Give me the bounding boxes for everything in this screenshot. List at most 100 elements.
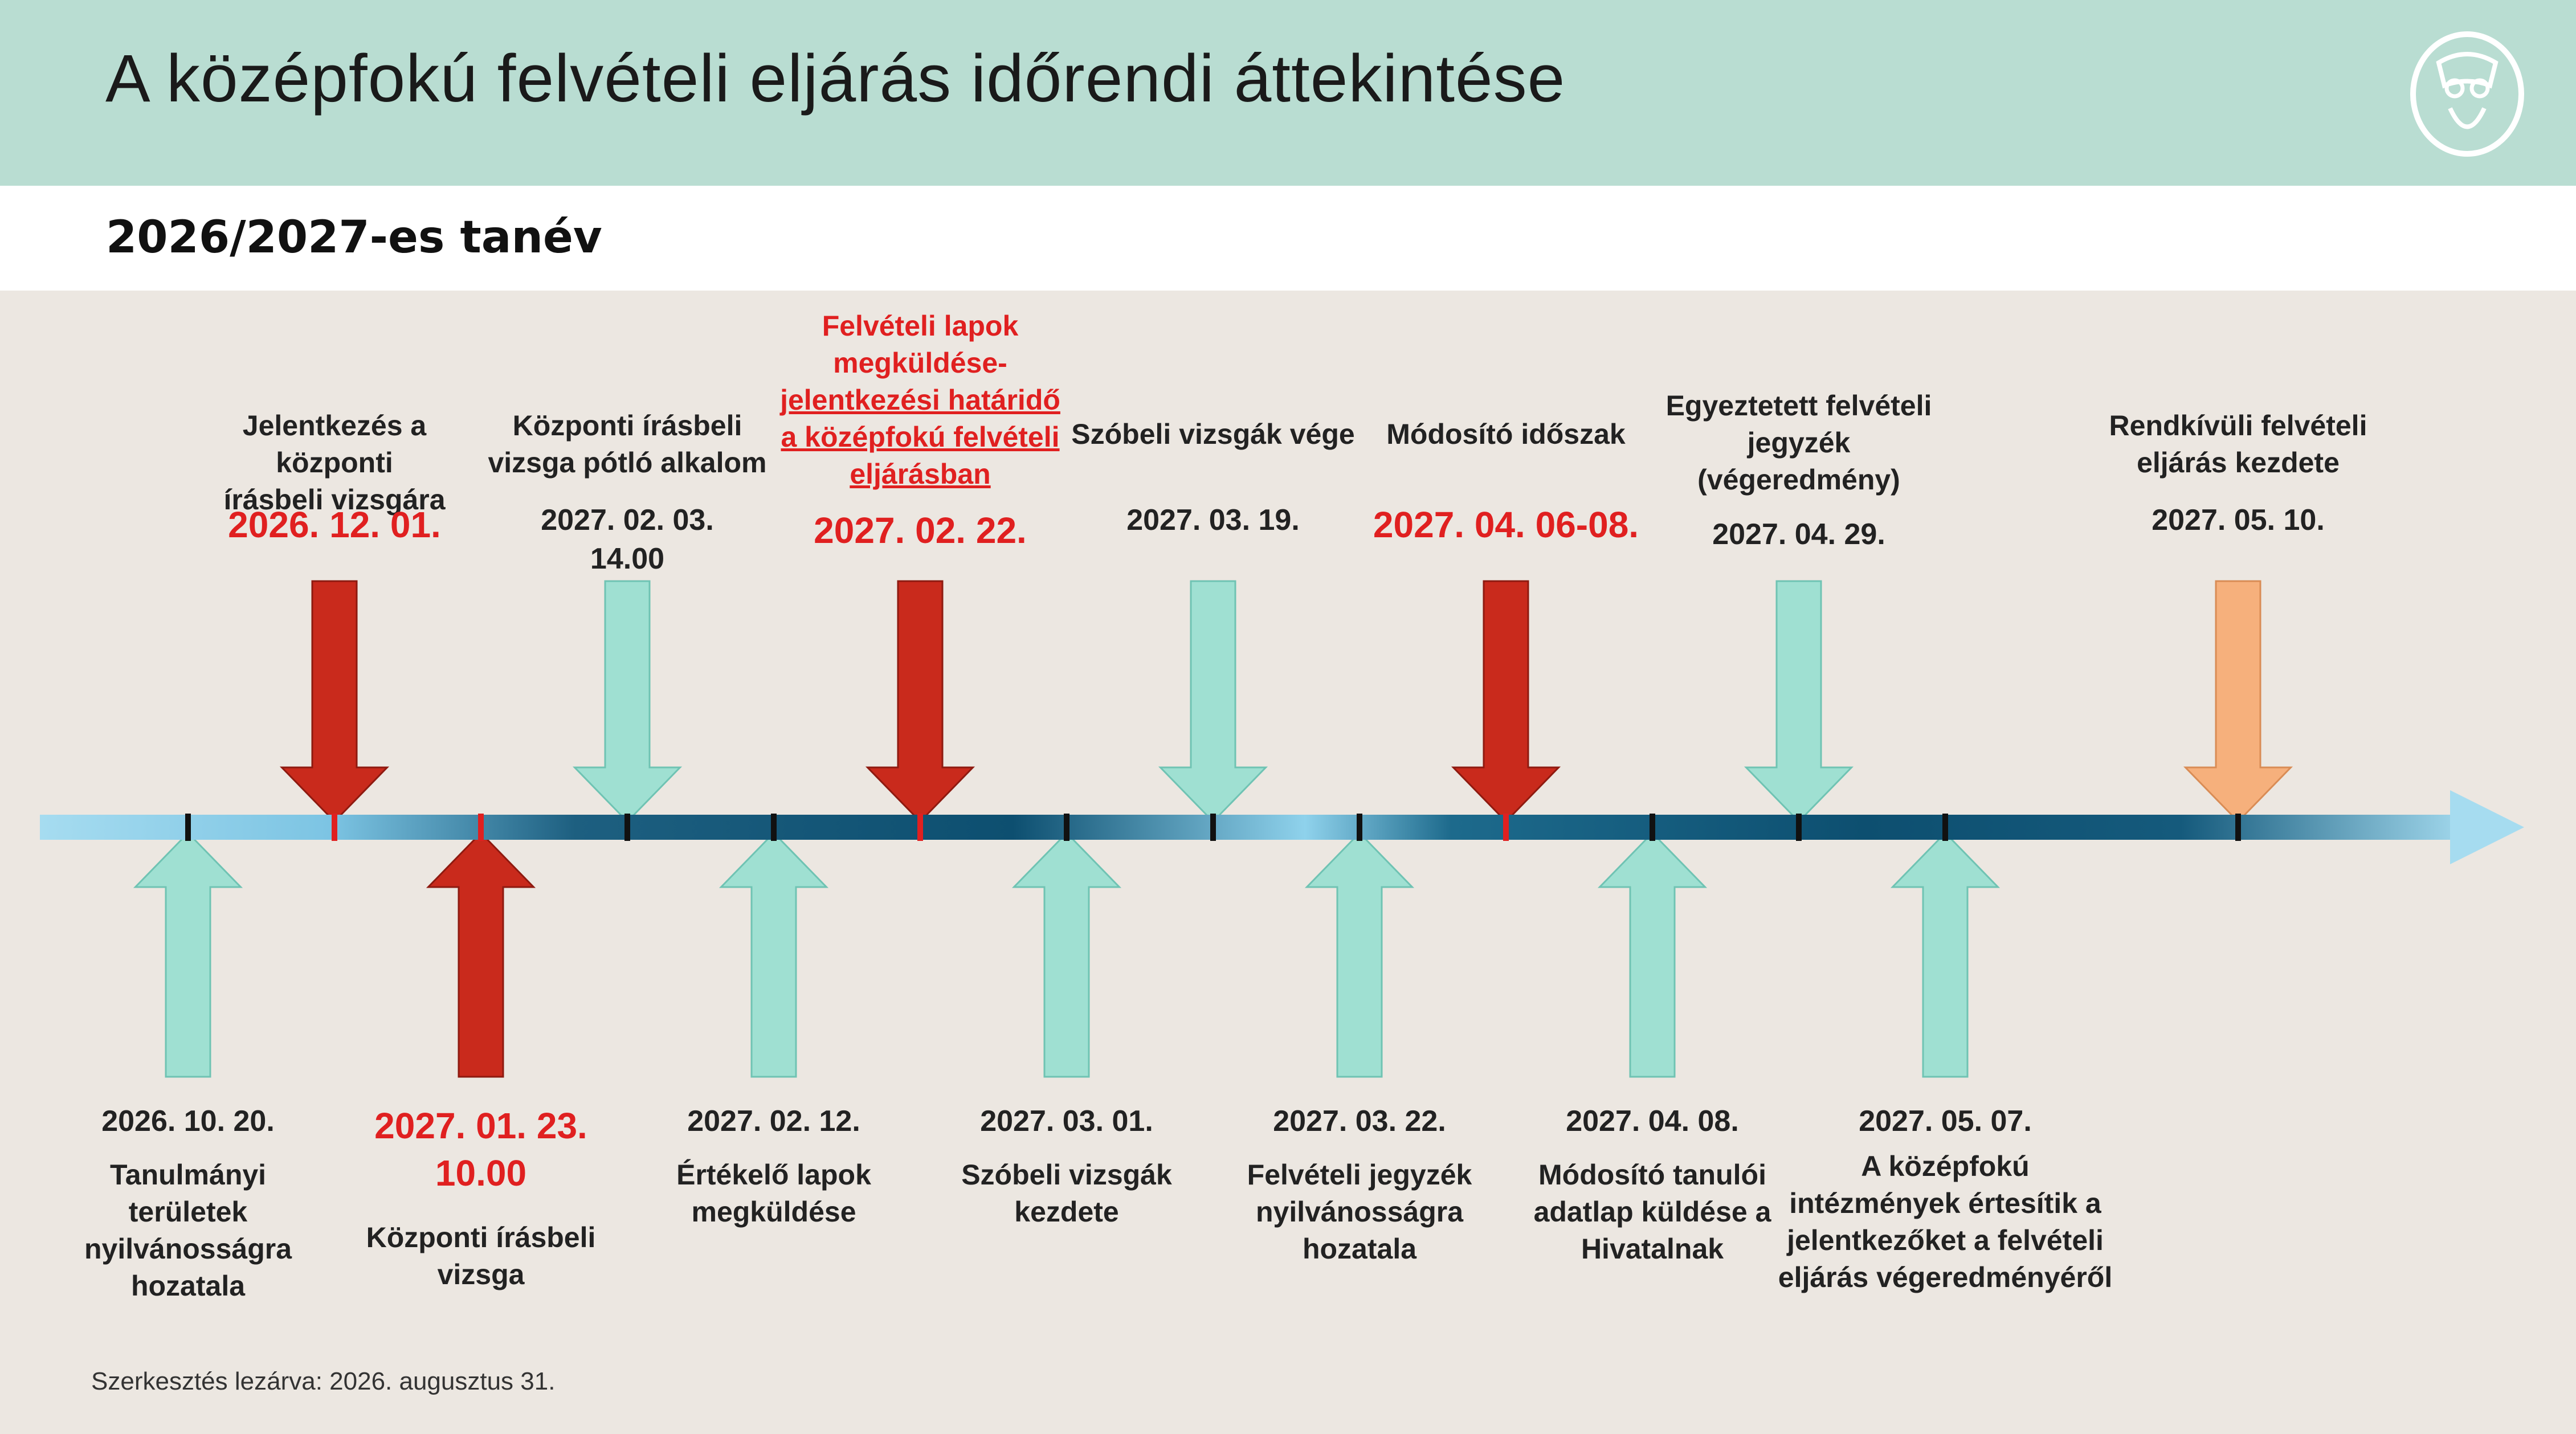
timeline-tick bbox=[1796, 814, 1802, 841]
event-desc-line: Jelentkezés a központi bbox=[242, 410, 427, 479]
event-desc-line: Hivatalnak bbox=[1581, 1233, 1724, 1265]
top-arrow-5 bbox=[1451, 580, 1561, 823]
top-arrow-1 bbox=[279, 580, 390, 823]
event-date-line: 14.00 bbox=[590, 542, 665, 575]
timeline-axis bbox=[40, 815, 2473, 840]
subtitle-band bbox=[0, 186, 2576, 291]
event-date-line: 2027. 01. 23. bbox=[374, 1105, 587, 1146]
arrows-layer bbox=[133, 580, 2293, 1078]
event-desc-line: megküldése- bbox=[833, 347, 1007, 379]
top-arrow-4 bbox=[1158, 580, 1268, 823]
event-desc-line: Szóbeli vizsgák vége bbox=[1071, 418, 1355, 450]
axis-layer bbox=[40, 790, 2524, 864]
page-title: A középfokú felvételi eljárás időrendi á… bbox=[105, 41, 1566, 116]
event-desc-line: Módosító időszak bbox=[1386, 418, 1626, 450]
event-date-line: 2027. 04. 08. bbox=[1566, 1105, 1739, 1138]
event-desc-line: A középfokú bbox=[1861, 1150, 2030, 1182]
top-arrow-6 bbox=[1744, 580, 1854, 823]
event-desc-line: írásbeli vizsgára bbox=[223, 484, 446, 516]
event-date-line: 2027. 05. 07. bbox=[1859, 1105, 2032, 1138]
timeline-tick bbox=[917, 814, 923, 841]
event-date-line: 2027. 02. 22. bbox=[814, 510, 1027, 551]
bottom-event-6: Módosító tanulói adatlap küldése a Hivatal… bbox=[1493, 1157, 1812, 1268]
top-event-date-2: 2027. 02. 03. 14.00 bbox=[473, 501, 781, 578]
event-date-line: 2027. 02. 12. bbox=[687, 1105, 860, 1138]
event-desc-line: eljárásban bbox=[850, 458, 991, 490]
event-date-line: 2027. 04. 06-08. bbox=[1373, 504, 1639, 545]
content-area bbox=[0, 291, 2576, 1434]
timeline-tick bbox=[1503, 814, 1509, 841]
timeline-tick bbox=[1357, 814, 1362, 841]
bottom-event-date-3: 2027. 02. 12. bbox=[614, 1102, 933, 1141]
bottom-arrow-2 bbox=[426, 831, 536, 1078]
bottom-arrow-1 bbox=[133, 831, 243, 1078]
timeline-tick bbox=[1942, 814, 1948, 841]
event-desc-line: a középfokú felvételi bbox=[781, 421, 1060, 453]
event-date-line: 10.00 bbox=[435, 1153, 527, 1194]
top-event-date-7: 2027. 05. 10. bbox=[2084, 501, 2392, 540]
school-year-subtitle: 2026/2027-es tanév bbox=[106, 212, 602, 263]
top-arrow-7 bbox=[2183, 580, 2293, 823]
top-event-5: Módosító időszak bbox=[1352, 416, 1660, 453]
bottom-arrow-6 bbox=[1597, 831, 1708, 1078]
event-desc-line: intézmények értesítik a bbox=[1789, 1187, 2101, 1219]
bottom-arrow-3 bbox=[718, 831, 829, 1078]
top-arrow-2 bbox=[572, 580, 683, 823]
top-event-date-5: 2027. 04. 06-08. bbox=[1352, 501, 1660, 549]
timeline-tick bbox=[185, 814, 191, 841]
event-desc-line: (végeredmény) bbox=[1697, 464, 1900, 496]
event-date-line: 2027. 03. 22. bbox=[1273, 1105, 1446, 1138]
event-desc-line: nyilvánosságra bbox=[84, 1233, 292, 1265]
owl-logo-icon bbox=[2410, 31, 2524, 157]
event-date-line: 2027. 03. 01. bbox=[980, 1105, 1153, 1138]
event-desc-line: Központi írásbeli vizsga bbox=[366, 1221, 596, 1290]
bottom-event-date-5: 2027. 03. 22. bbox=[1200, 1102, 1519, 1141]
event-desc-line: megküldése bbox=[691, 1196, 856, 1228]
event-desc-line: jelentkezési határidő bbox=[780, 384, 1060, 416]
event-date-line: 2026. 10. 20. bbox=[101, 1105, 275, 1138]
bottom-event-date-7: 2027. 05. 07. bbox=[1786, 1102, 2105, 1141]
timeline-tick bbox=[1210, 814, 1216, 841]
top-event-date-4: 2027. 03. 19. bbox=[1059, 501, 1367, 540]
top-event-date-1: 2026. 12. 01. bbox=[181, 501, 488, 549]
event-desc-line: Szóbeli vizsgák bbox=[961, 1159, 1172, 1191]
event-date-line: 2027. 03. 19. bbox=[1126, 504, 1300, 537]
event-date-line: 2027. 04. 29. bbox=[1712, 518, 1885, 551]
event-desc-line: hozatala bbox=[1302, 1233, 1417, 1265]
event-desc-line: vizsga pótló alkalom bbox=[488, 447, 767, 479]
event-date-line: 2027. 02. 03. bbox=[541, 504, 714, 537]
top-event-date-3: 2027. 02. 22. bbox=[761, 507, 1080, 554]
timeline-tick bbox=[771, 814, 777, 841]
header-band bbox=[0, 0, 2576, 186]
event-desc-line: nyilvánosságra bbox=[1255, 1196, 1464, 1228]
top-event-1: Jelentkezés a központi írásbeli vizsgára bbox=[181, 407, 488, 518]
top-event-3: Felvételi lapok megküldése-jelentkezési h… bbox=[761, 308, 1080, 493]
bottom-event-3: Értékelő lapok megküldése bbox=[614, 1157, 933, 1231]
event-desc-line: eljárás végeredményéről bbox=[1778, 1261, 2113, 1293]
bottom-event-date-4: 2027. 03. 01. bbox=[907, 1102, 1226, 1141]
top-event-6: Egyeztetett felvételi jegyzék (végeredmény… bbox=[1645, 387, 1953, 499]
bottom-arrow-7 bbox=[1890, 831, 2001, 1078]
timeline-tick bbox=[1064, 814, 1069, 841]
bottom-event-1: Tanulmányi területek nyilvánosságra hozatal… bbox=[28, 1157, 348, 1305]
timeline-arrowhead bbox=[2450, 790, 2524, 864]
timeline-tick bbox=[624, 814, 630, 841]
bottom-event-5: Felvételi jegyzék nyilvánosságra hozatala bbox=[1200, 1157, 1519, 1268]
event-desc-line: Értékelő lapok bbox=[676, 1159, 871, 1191]
event-desc-line: Felvételi lapok bbox=[822, 310, 1019, 342]
event-desc-line: eljárás kezdete bbox=[2137, 447, 2340, 479]
top-event-date-6: 2027. 04. 29. bbox=[1645, 516, 1953, 554]
event-desc-line: hozatala bbox=[130, 1270, 246, 1302]
bottom-event-date-6: 2027. 04. 08. bbox=[1493, 1102, 1812, 1141]
bottom-event-2: Központi írásbeli vizsga bbox=[321, 1219, 640, 1293]
top-event-2: Központi írásbeli vizsga pótló alkalom bbox=[473, 407, 781, 481]
bottom-event-date-2: 2027. 01. 23. 10.00 bbox=[321, 1102, 640, 1197]
event-desc-line: Rendkívüli felvételi bbox=[2109, 410, 2367, 442]
footer-note: Szerkesztés lezárva: 2026. augusztus 31. bbox=[91, 1367, 556, 1395]
bottom-event-7: A középfokú intézmények értesítik a jelent… bbox=[1769, 1148, 2122, 1296]
bottom-event-4: Szóbeli vizsgák kezdete bbox=[907, 1157, 1226, 1231]
event-desc-line: Egyeztetett felvételi bbox=[1665, 390, 1932, 422]
event-desc-line: Felvételi jegyzék bbox=[1247, 1159, 1472, 1191]
timeline-tick bbox=[2235, 814, 2241, 841]
